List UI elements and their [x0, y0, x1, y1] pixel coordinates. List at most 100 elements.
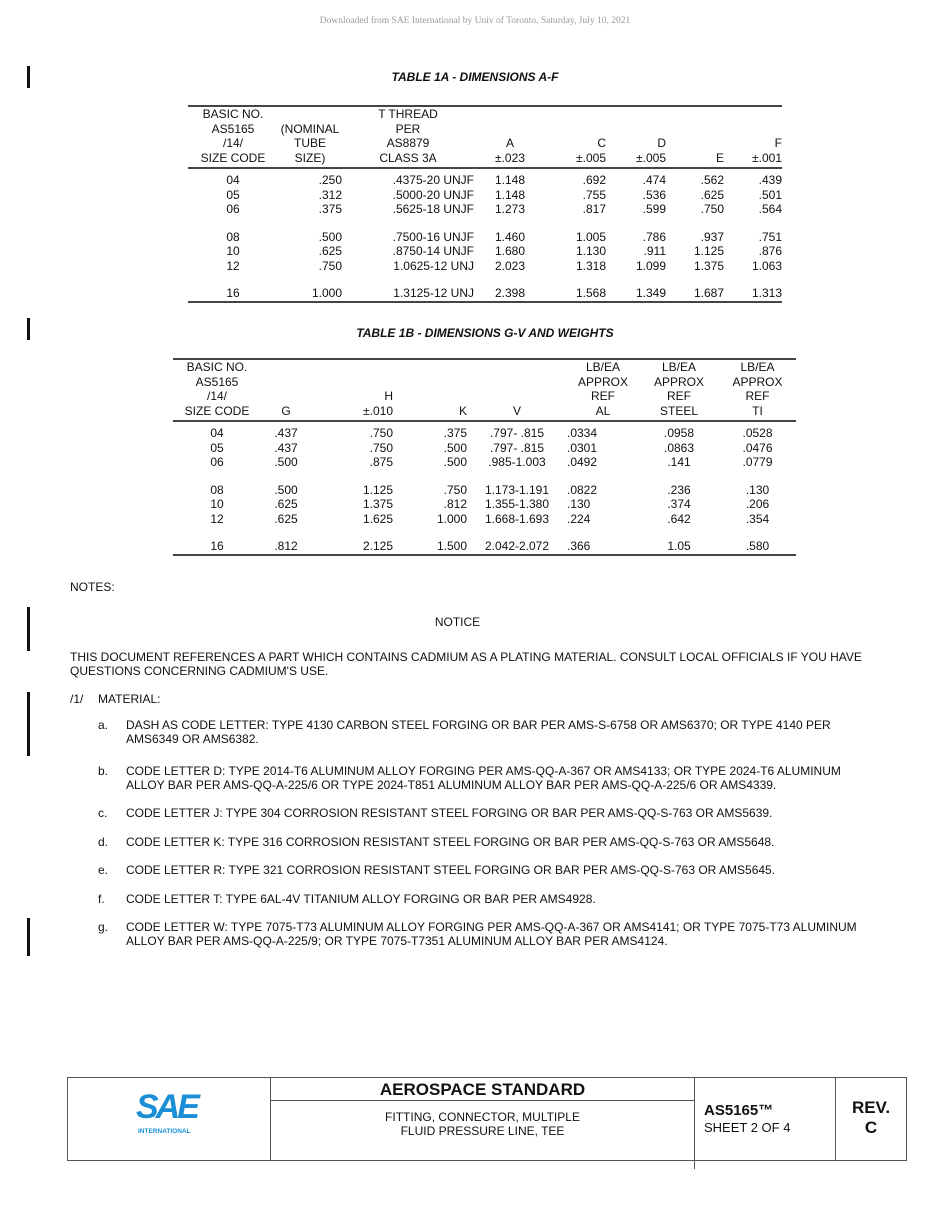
table-row: 08 .500 1.125 .750 1.173-1.191 .0822 .236 .130 — [173, 470, 796, 498]
item-letter: g. — [98, 920, 109, 934]
table-cell: 1.000 — [436, 511, 467, 526]
material-ref: /1/ — [70, 692, 84, 706]
table-cell: 1.273 — [494, 202, 526, 216]
table-cell: .0779 — [742, 455, 773, 469]
header-text: (NOMINAL — [280, 121, 340, 136]
table-row: 12 .625 1.625 1.000 1.668-1.693 .224 .642 .354 — [173, 512, 796, 527]
table-cell: 2.042-2.072 — [484, 539, 550, 553]
header-text: /14/ — [206, 389, 227, 403]
table-cell: .797- .815 — [489, 426, 545, 440]
table-row: 04 .250 .4375-20 UNJF 1.148 .692 .474 .562 .439 — [188, 168, 782, 188]
header-text: T THREAD — [378, 107, 438, 121]
column-header: BASIC NO. AS5165/14/SIZE CODE — [173, 359, 261, 421]
table-cell: .439 — [758, 173, 782, 187]
column-header: BASIC NO. AS5165/14/SIZE CODE — [188, 106, 278, 168]
table-cell: 1.625 — [362, 511, 393, 526]
table-cell: 1.500 — [436, 539, 467, 553]
table-cell: .224 — [567, 511, 591, 526]
header-text: REF — [745, 389, 770, 403]
item-text: CODE LETTER W: TYPE 7075-T73 ALUMINUM AL… — [126, 920, 857, 948]
table-cell: .0476 — [742, 440, 773, 455]
table-cell: 1.680 — [494, 244, 526, 258]
table-cell: .536 — [642, 187, 666, 202]
table-row: 10 .625 .8750-14 UNJF 1.680 1.130 .911 1.125 .8… — [188, 244, 782, 259]
table-cell: 1.05 — [667, 539, 691, 553]
item-text: CODE LETTER K: TYPE 316 CORROSION RESIST… — [126, 835, 775, 849]
table-cell: .812 — [443, 497, 467, 511]
notice-title: NOTICE — [434, 615, 481, 629]
table-cell: .564 — [758, 202, 782, 216]
notice-text: THIS DOCUMENT REFERENCES A PART WHICH CO… — [70, 650, 862, 678]
table-row: 16 .812 2.125 1.500 2.042-2.072 .366 1.05 .580 — [173, 526, 796, 555]
table-cell: .312 — [318, 187, 342, 202]
table-1a-title: TABLE 1A - DIMENSIONS A-F — [391, 70, 559, 84]
table-cell: .500 — [274, 482, 298, 497]
header-text: AL — [595, 403, 611, 418]
table-cell: .625 — [274, 497, 298, 511]
change-bar — [27, 318, 30, 340]
table-cell: 1.313 — [751, 286, 782, 300]
item-text: CODE LETTER J: TYPE 304 CORROSION RESIST… — [126, 806, 773, 820]
table-cell: 12 — [210, 511, 224, 526]
change-bar — [27, 607, 30, 651]
header-text: E — [715, 150, 724, 165]
table-row: 06 .500 .875 .500 .985-1.003 .0492 .141 .0779 — [173, 455, 796, 470]
table-cell: 06 — [210, 455, 224, 469]
table-cell: .375 — [443, 426, 467, 440]
table-cell: .812 — [274, 539, 298, 553]
table-cell: .692 — [582, 173, 606, 187]
table-cell: 1.148 — [494, 173, 526, 187]
item-letter: a. — [98, 718, 109, 732]
table-cell: .5625-18 UNJF — [392, 202, 474, 216]
column-header: LB/EA APPROX REF AL — [567, 359, 639, 421]
table-cell: .786 — [642, 229, 666, 244]
table-cell: 1.063 — [751, 258, 782, 273]
column-header: C ±.005 — [546, 106, 606, 168]
item-text: DASH AS CODE LETTER: TYPE 4130 CARBON ST… — [126, 718, 831, 746]
header-text: C — [597, 136, 606, 150]
sae-logo: SAE — [136, 1088, 200, 1126]
column-header: H ±.010 — [311, 359, 393, 421]
header-text: D — [657, 136, 666, 150]
change-bar — [27, 692, 30, 756]
header-text: REF — [667, 389, 691, 403]
table-cell: .0822 — [567, 482, 598, 497]
table-cell: .875 — [369, 455, 393, 469]
doc-number-cell: AS5165™ SHEET 2 OF 4 — [695, 1078, 836, 1160]
download-watermark: Downloaded from SAE International by Uni… — [319, 16, 631, 26]
header-text: ±.023 — [495, 150, 525, 165]
table-cell: .374 — [667, 497, 691, 511]
table-cell: .797- .815 — [489, 440, 545, 455]
table-cell: .500 — [274, 455, 298, 469]
table-row: 08 .500 .7500-16 UNJF 1.460 1.005 .786 .937 .75… — [188, 217, 782, 245]
table-row: 05 .437 .750 .500 .797- .815 .0301 .0863 .0476 — [173, 441, 796, 456]
header-text: APPROX — [577, 374, 628, 389]
table-cell: .911 — [643, 244, 666, 258]
item-letter: c. — [98, 806, 108, 820]
header-text: SIZE CODE — [200, 150, 266, 165]
table-cell: 1.148 — [494, 187, 526, 202]
table-cell: 1.375 — [362, 497, 393, 511]
table-cell: .0863 — [663, 440, 695, 455]
table-1b: BASIC NO. AS5165/14/SIZE CODE G H ±.010 K V LB/… — [173, 358, 796, 556]
table-cell: .562 — [700, 173, 724, 187]
table-cell: .937 — [700, 229, 724, 244]
column-header: LB/EA APPROX REF STEEL — [639, 359, 719, 421]
header-text: BASIC NO. — [202, 107, 264, 121]
item-text: CODE LETTER T: TYPE 6AL-4V TITANIUM ALLO… — [126, 892, 596, 906]
table-cell: .0492 — [567, 455, 598, 469]
column-header: K — [393, 359, 467, 421]
table-cell: .437 — [274, 426, 298, 440]
table-cell: .375 — [318, 202, 342, 216]
item-letter: b. — [98, 764, 109, 778]
table-cell: 04 — [226, 173, 240, 187]
header-text: SIZE CODE — [184, 403, 250, 418]
table-cell: .599 — [642, 202, 666, 216]
table-cell: .750 — [318, 258, 342, 273]
table-cell: .750 — [700, 202, 724, 216]
header-text: LB/EA — [740, 360, 775, 374]
column-header: A ±.023 — [474, 106, 546, 168]
table-cell: .4375-20 UNJF — [392, 173, 474, 187]
header-text: AS5165 — [195, 374, 239, 389]
table-cell: .250 — [318, 173, 342, 187]
